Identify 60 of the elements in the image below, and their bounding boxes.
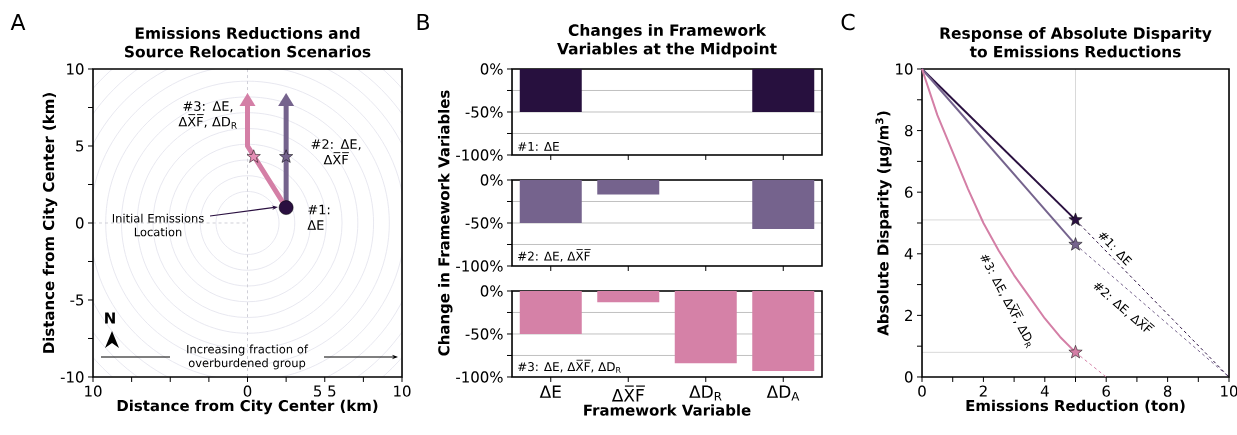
y-tick-label: 8 [905, 124, 913, 137]
annotation: #2: ΔE, ΔX̅F̅ [1093, 282, 1155, 332]
annotation: Initial Emissions Location [112, 213, 204, 237]
x-tick-label: ΔD$_{R}$ [689, 385, 722, 401]
x-tick-label: 2 [979, 385, 987, 397]
x-tick-label: ΔX̅F̅ [611, 385, 645, 402]
annotation: #2: ΔE, ΔX̅F̅ [518, 249, 591, 262]
y-axis-title: Distance from City Center (km) [42, 93, 58, 353]
y-tick-label: -100% [456, 149, 503, 161]
annotation: #1: ΔE [307, 204, 330, 230]
text: C [841, 13, 855, 31]
y-tick-label: -50% [465, 106, 503, 118]
text: A [10, 13, 26, 30]
y-tick-label: 0% [480, 174, 503, 186]
x-tick-label: ΔE [539, 385, 561, 398]
annotation: #2: ΔE, ΔX̅F̅ [311, 139, 361, 165]
chart-title: Emissions Reductions and Source Relocation Scenarios [125, 27, 371, 58]
point [1068, 237, 1083, 251]
text: B [417, 13, 429, 30]
y-tick-label: 0% [480, 285, 503, 297]
y-tick-label: 4 [904, 248, 913, 260]
x-tick-label: 10 [85, 385, 102, 397]
y-tick-label: 6 [905, 186, 913, 198]
point [1068, 345, 1083, 359]
point [1068, 212, 1083, 226]
x-tick-label: 5 5 [314, 385, 336, 397]
x-tick-label: 10 [1221, 385, 1237, 397]
y-tick-label: 10 [896, 63, 913, 75]
y-tick-label: -100% [456, 260, 503, 272]
annotation: #3: ΔE, ΔX̅F̅, ΔD$_{R}$ [178, 101, 237, 129]
y-axis-title: Absolute Disparity (μg/m$^{3}$) [875, 111, 892, 336]
x-axis-title: Distance from City Center (km) [117, 399, 378, 415]
y-tick-label: -10 [60, 371, 84, 383]
chart-title: Response of Absolute Disparity to Emissions Reductions [940, 27, 1212, 58]
y-axis-title: Change in Framework Variables [437, 90, 453, 356]
x-axis-title: Emissions Reduction (ton) [966, 399, 1185, 413]
x-axis-title: Framework Variable [584, 404, 751, 416]
y-tick-label: 0 [904, 371, 913, 383]
annotation: #3: ΔE, ΔX̅F̅, ΔD$_{R}$ [518, 359, 621, 373]
x-tick-label: 10 [394, 385, 411, 397]
annotation: #1: ΔE [518, 142, 559, 151]
x-tick-label: 0 [243, 385, 252, 397]
y-tick-label: -50% [465, 217, 503, 229]
chart-title: Changes in Framework Variables at the Midpoint [557, 24, 777, 58]
y-tick-label: -5 [70, 294, 84, 306]
x-tick-label: 6 [1102, 385, 1111, 397]
y-tick-label: -100% [456, 371, 503, 383]
y-tick-label: 5 [76, 140, 84, 152]
annotation: Increasing fraction of overburdened group [187, 344, 309, 370]
x-tick-label: 4 [1040, 385, 1049, 397]
annotation: N [105, 312, 115, 324]
y-tick-label: 0% [480, 63, 503, 75]
y-tick-label: -50% [465, 328, 503, 340]
x-tick-label: 8 [1163, 385, 1172, 397]
y-tick-label: 0 [75, 217, 84, 229]
y-tick-label: 2 [905, 309, 912, 321]
x-tick-label: ΔD$_{A}$ [766, 385, 800, 401]
x-tick-label: 0 [918, 385, 926, 397]
y-tick-label: 10 [67, 63, 84, 75]
annotation: #1: ΔE [1098, 232, 1133, 266]
